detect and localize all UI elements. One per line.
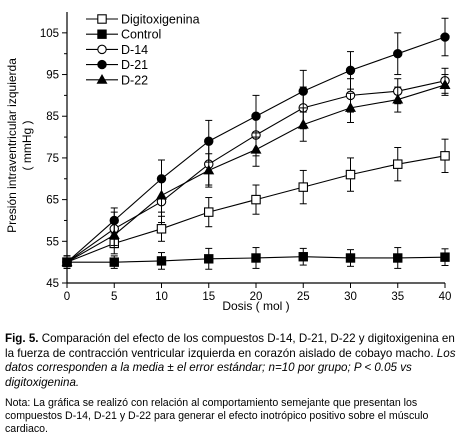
line-chart: 0 5 10 15 20 25 30 35 40 45 55 65 75 85 95 105 Dosis ( m… (5, 12, 452, 313)
y-tick-label: 95 (46, 70, 59, 82)
legend-label: D-22 (121, 73, 148, 87)
data-point (204, 136, 214, 146)
x-tick-label: 15 (202, 291, 215, 303)
x-tick-label: 25 (297, 291, 310, 303)
legend-marker (96, 73, 108, 84)
legend-marker (97, 29, 107, 39)
series-control (62, 247, 450, 270)
y-tick-label: 75 (46, 153, 59, 165)
data-point (345, 169, 356, 180)
data-point (440, 151, 450, 161)
data-point (297, 118, 309, 129)
x-axis-label: Dosis ( mol ) (222, 299, 289, 313)
data-point (393, 253, 403, 263)
x-tick-label: 35 (391, 291, 404, 303)
data-point (250, 143, 262, 154)
y-tick-label: 55 (46, 236, 59, 248)
figure-note: Nota: La gráfica se realizó con relación… (5, 397, 429, 435)
y-tick-label: 45 (46, 278, 59, 290)
caption-figure-label: Fig. 5. (5, 332, 39, 345)
series-d-22 (61, 74, 451, 269)
data-point (204, 207, 214, 217)
data-point (251, 194, 261, 205)
data-point (298, 86, 308, 96)
data-point (298, 182, 308, 192)
y-axis-unit-label: ( mmHg ) (20, 121, 34, 171)
legend-label: D-14 (121, 43, 148, 57)
data-point (204, 254, 214, 264)
x-tick-label: 30 (344, 291, 357, 303)
legend-marker (97, 59, 107, 70)
data-point (251, 111, 261, 121)
legend-label: Digitoxigenina (121, 13, 200, 27)
legend-marker (97, 44, 107, 55)
legend-label: Control (121, 28, 161, 42)
data-point (345, 102, 356, 112)
legend-marker (97, 14, 107, 24)
data-point (203, 164, 215, 175)
y-tick-label: 105 (40, 28, 59, 40)
x-tick-label: 10 (155, 291, 168, 303)
data-point (156, 189, 167, 200)
caption-text: Comparación del efecto de los compuestos… (5, 332, 455, 360)
x-tick-label: 20 (250, 291, 263, 303)
x-tick-label: 40 (439, 291, 452, 303)
data-point (108, 229, 120, 240)
data-point (251, 253, 261, 263)
data-point (109, 257, 119, 267)
x-tick-label: 5 (111, 291, 117, 303)
legend-label: D-21 (121, 58, 148, 72)
data-point (156, 224, 167, 234)
data-point (345, 65, 356, 76)
data-point (392, 159, 403, 169)
figure-caption: Fig. 5. Comparación del efecto de los co… (5, 332, 457, 390)
data-point (345, 253, 356, 263)
data-point (440, 32, 450, 42)
y-tick-label: 85 (46, 111, 59, 123)
data-point (298, 252, 308, 262)
y-axis-label: Presión intraventricular izquierda (5, 58, 19, 233)
data-point (392, 93, 404, 104)
data-point (393, 48, 403, 59)
data-point (156, 256, 167, 266)
y-tick-label: 65 (46, 195, 59, 207)
data-point (439, 79, 451, 89)
x-tick-label: 0 (64, 291, 70, 303)
data-point (61, 256, 73, 267)
caption-italic-text: Los datos corresponden a la media ± el e… (5, 346, 456, 389)
data-point (440, 252, 450, 262)
